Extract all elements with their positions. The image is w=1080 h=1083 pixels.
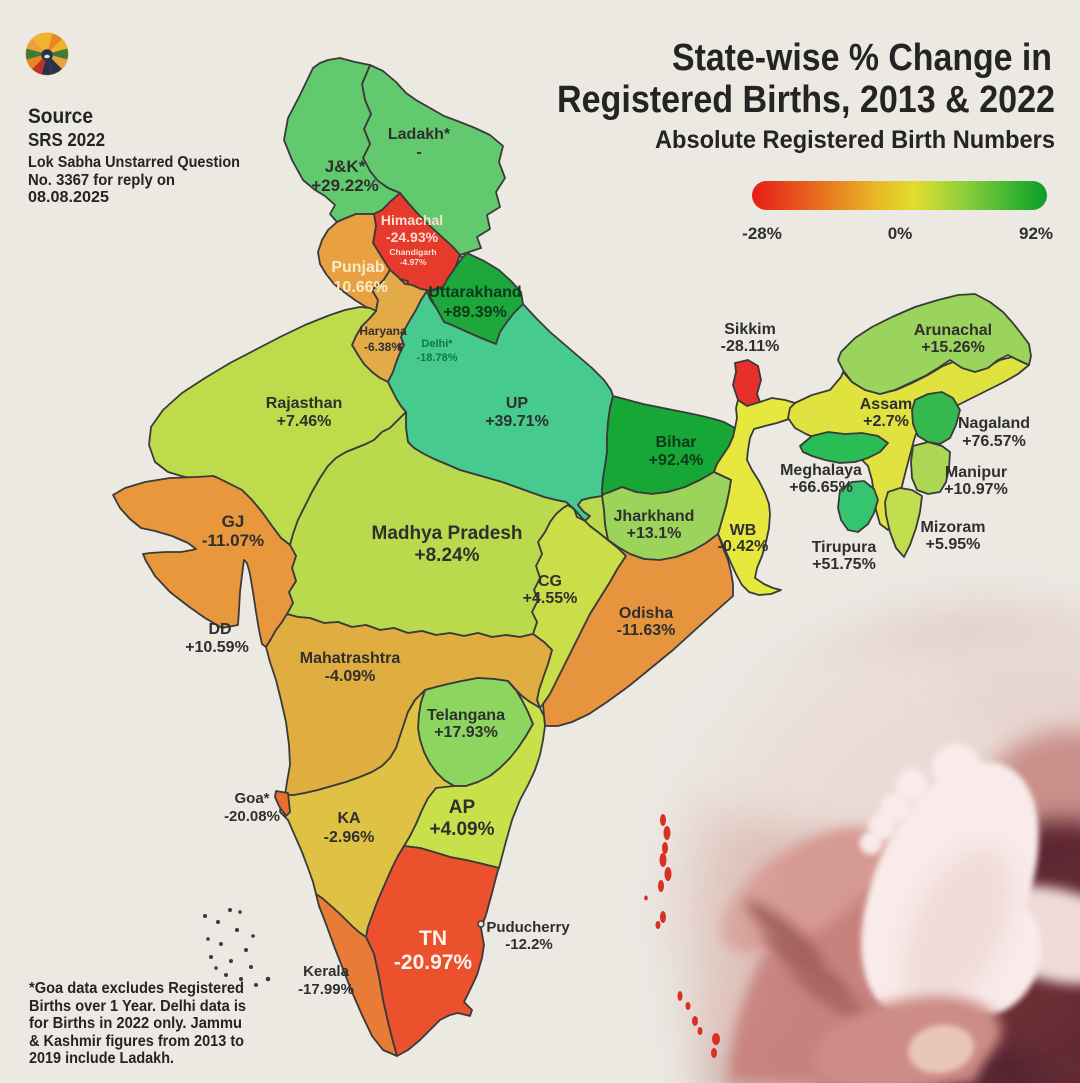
svg-text:+10.59%: +10.59% xyxy=(185,639,249,656)
svg-text:Punjab: Punjab xyxy=(331,259,385,276)
svg-text:+92.4%: +92.4% xyxy=(649,452,704,469)
svg-text:+4.55%: +4.55% xyxy=(523,590,578,607)
svg-text:-6.38%: -6.38% xyxy=(364,340,402,354)
svg-text:State-wise % Change in: State-wise % Change in xyxy=(672,37,1052,79)
svg-text:AP: AP xyxy=(449,797,476,818)
svg-text:-: - xyxy=(416,144,421,161)
svg-text:Nagaland: Nagaland xyxy=(958,415,1030,432)
svg-text:No. 3367 for reply on: No. 3367 for reply on xyxy=(28,172,175,189)
svg-text:-24.93%: -24.93% xyxy=(386,229,439,245)
svg-text:Lok Sabha Unstarred Question: Lok Sabha Unstarred Question xyxy=(28,154,240,171)
svg-text:SRS 2022: SRS 2022 xyxy=(28,129,105,150)
svg-text:Source: Source xyxy=(28,105,93,128)
svg-text:-20.97%: -20.97% xyxy=(394,951,473,974)
svg-text:Ladakh*: Ladakh* xyxy=(388,126,451,143)
svg-text:92%: 92% xyxy=(1019,224,1053,243)
svg-text:Registered Births, 2013 & 2022: Registered Births, 2013 & 2022 xyxy=(557,79,1055,121)
svg-text:Assam: Assam xyxy=(860,396,912,413)
svg-text:-11.07%: -11.07% xyxy=(202,531,264,550)
svg-text:-28.11%: -28.11% xyxy=(721,338,780,355)
svg-text:Jharkhand: Jharkhand xyxy=(614,508,695,525)
svg-text:-12.2%: -12.2% xyxy=(505,936,553,953)
svg-text:Births over 1 Year. Delhi data: Births over 1 Year. Delhi data is xyxy=(29,998,246,1015)
svg-text:& Kashmir figures from 2013 to: & Kashmir figures from 2013 to xyxy=(29,1033,244,1050)
svg-text:+8.24%: +8.24% xyxy=(415,545,480,566)
svg-text:+7.46%: +7.46% xyxy=(277,413,332,430)
svg-text:-0.42%: -0.42% xyxy=(718,538,769,555)
svg-text:2019 include Ladakh.: 2019 include Ladakh. xyxy=(29,1050,174,1067)
svg-text:+76.57%: +76.57% xyxy=(962,433,1026,450)
svg-text:KA: KA xyxy=(337,810,361,827)
svg-text:Odisha: Odisha xyxy=(619,605,673,622)
svg-text:+17.93%: +17.93% xyxy=(434,724,498,741)
svg-text:Uttarakhand: Uttarakhand xyxy=(428,284,521,301)
svg-text:Bihar: Bihar xyxy=(656,434,697,451)
svg-text:Haryana: Haryana xyxy=(359,324,407,338)
svg-text:-18.78%: -18.78% xyxy=(417,352,458,364)
svg-text:+39.71%: +39.71% xyxy=(485,413,549,430)
svg-text:Absolute Registered Birth Numb: Absolute Registered Birth Numbers xyxy=(655,126,1055,154)
svg-text:-2.96%: -2.96% xyxy=(324,829,375,846)
svg-text:-10.66%: -10.66% xyxy=(328,279,388,296)
svg-text:+4.09%: +4.09% xyxy=(430,819,495,840)
svg-text:-20.08%: -20.08% xyxy=(224,808,280,825)
svg-text:-28%: -28% xyxy=(742,224,782,243)
svg-text:Delhi*: Delhi* xyxy=(421,338,453,350)
svg-text:Arunachal: Arunachal xyxy=(914,322,992,339)
svg-text:Tirupura: Tirupura xyxy=(812,539,877,556)
svg-text:+13.1%: +13.1% xyxy=(627,525,682,542)
svg-text:+2.7%: +2.7% xyxy=(863,413,909,430)
svg-text:UP: UP xyxy=(506,395,529,412)
svg-text:+66.65%: +66.65% xyxy=(789,479,853,496)
svg-text:+89.39%: +89.39% xyxy=(443,304,507,321)
svg-text:*Goa data excludes Registered: *Goa data excludes Registered xyxy=(29,980,244,997)
svg-text:Madhya Pradesh: Madhya Pradesh xyxy=(372,523,523,544)
svg-text:Rajasthan: Rajasthan xyxy=(266,395,342,412)
svg-text:-4.97%: -4.97% xyxy=(400,257,427,267)
svg-text:DD: DD xyxy=(208,621,231,638)
svg-text:GJ: GJ xyxy=(222,512,245,531)
svg-text:+5.95%: +5.95% xyxy=(926,536,981,553)
svg-text:-11.63%: -11.63% xyxy=(617,622,676,639)
svg-text:TN: TN xyxy=(419,927,447,950)
svg-text:+15.26%: +15.26% xyxy=(921,339,985,356)
svg-text:+29.22%: +29.22% xyxy=(311,176,379,195)
svg-text:Mizoram: Mizoram xyxy=(921,519,986,536)
svg-text:+10.97%: +10.97% xyxy=(944,481,1008,498)
svg-text:Sikkim: Sikkim xyxy=(724,321,776,338)
svg-text:Mahatrashtra: Mahatrashtra xyxy=(300,650,401,667)
svg-text:WB: WB xyxy=(730,522,757,539)
svg-text:for Births in 2022 only. Jammu: for Births in 2022 only. Jammu xyxy=(29,1015,242,1032)
svg-text:Goa*: Goa* xyxy=(234,790,269,807)
svg-text:Chandigarh: Chandigarh xyxy=(389,247,436,257)
svg-text:Telangana: Telangana xyxy=(427,707,505,724)
svg-text:Puducherry: Puducherry xyxy=(486,919,570,936)
svg-text:-17.99%: -17.99% xyxy=(298,981,354,998)
svg-text:08.08.2025: 08.08.2025 xyxy=(28,189,109,206)
svg-text:0%: 0% xyxy=(888,224,913,243)
svg-text:Kerala: Kerala xyxy=(303,963,350,980)
svg-text:CG: CG xyxy=(538,573,562,590)
svg-text:-4.09%: -4.09% xyxy=(325,668,376,685)
svg-text:Himachal: Himachal xyxy=(381,212,443,228)
svg-text:Meghalaya: Meghalaya xyxy=(780,462,862,479)
svg-text:J&K*: J&K* xyxy=(325,157,366,176)
svg-text:Manipur: Manipur xyxy=(945,464,1007,481)
svg-text:+51.75%: +51.75% xyxy=(812,556,876,573)
